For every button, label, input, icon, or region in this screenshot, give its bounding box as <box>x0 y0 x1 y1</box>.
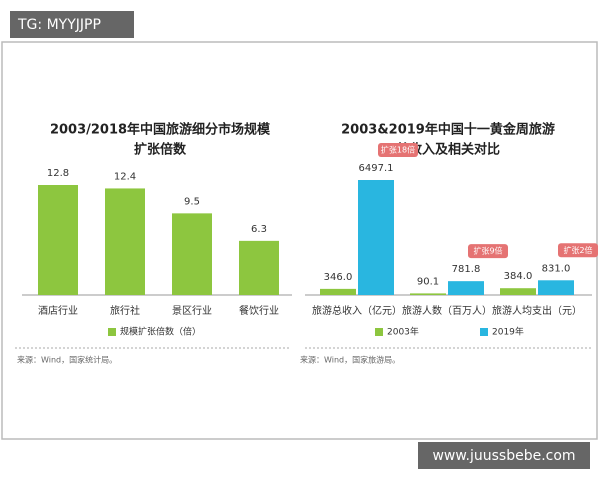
annotation: 扩张9倍 <box>473 246 502 256</box>
x-tick-label: 景区行业 <box>172 304 212 317</box>
bar <box>239 240 279 295</box>
x-tick-label: 旅行社 <box>110 304 140 317</box>
legend-label: 2019年 <box>492 326 524 338</box>
bar <box>410 293 446 295</box>
source: 来源：Wind，国家旅游局。 <box>300 355 400 365</box>
annotation: 扩张2倍 <box>563 245 592 255</box>
bar <box>320 288 356 295</box>
annotation: 扩张18倍 <box>381 145 415 155</box>
bar <box>38 185 78 295</box>
x-tick-label: 酒店行业 <box>38 304 78 317</box>
x-tick-label: 旅游总收入（亿元） <box>312 304 402 317</box>
card <box>1 41 598 440</box>
tag: TG: MYYJJPP <box>17 17 101 33</box>
value-label: 12.8 <box>47 168 69 179</box>
chart-title: 扩张倍数 <box>134 142 187 158</box>
bar <box>538 280 574 295</box>
x-tick-label: 旅游人数（百万人） <box>402 304 492 317</box>
source: 来源：Wind，国家统计局。 <box>17 355 117 365</box>
legend-swatch <box>375 328 383 336</box>
value-label: 384.0 <box>504 271 533 282</box>
chart-title: 2003/2018年中国旅游细分市场规模 <box>50 122 271 138</box>
bar <box>105 188 145 295</box>
site: www.juussbebe.com <box>432 448 575 464</box>
annotation-bg <box>378 143 418 157</box>
legend-swatch <box>108 328 116 336</box>
value-label: 781.8 <box>452 264 481 275</box>
x-tick-label: 旅游人均支出（元） <box>492 304 582 317</box>
site-bg <box>418 442 590 469</box>
value-label: 9.5 <box>184 196 200 207</box>
value-label: 346.0 <box>324 272 353 283</box>
bar <box>172 213 212 295</box>
chart-title: 总收入及相关对比 <box>396 142 500 158</box>
value-label: 831.0 <box>542 263 571 274</box>
tag-bg <box>10 11 134 38</box>
legend-swatch <box>480 328 488 336</box>
annotation-bg <box>558 243 598 258</box>
bar <box>448 281 484 295</box>
value-label: 90.1 <box>417 276 439 287</box>
bar <box>358 180 394 295</box>
chart-title: 2003&2019年中国十一黄金周旅游 <box>341 122 555 138</box>
value-label: 6.3 <box>251 224 267 235</box>
annotation-bg <box>468 244 508 259</box>
x-tick-label: 餐饮行业 <box>239 304 279 317</box>
value-label: 6497.1 <box>359 163 394 174</box>
legend-label: 规模扩张倍数（倍） <box>120 326 201 338</box>
value-label: 12.4 <box>114 171 136 182</box>
bar <box>500 288 536 295</box>
legend-label: 2003年 <box>387 326 419 338</box>
